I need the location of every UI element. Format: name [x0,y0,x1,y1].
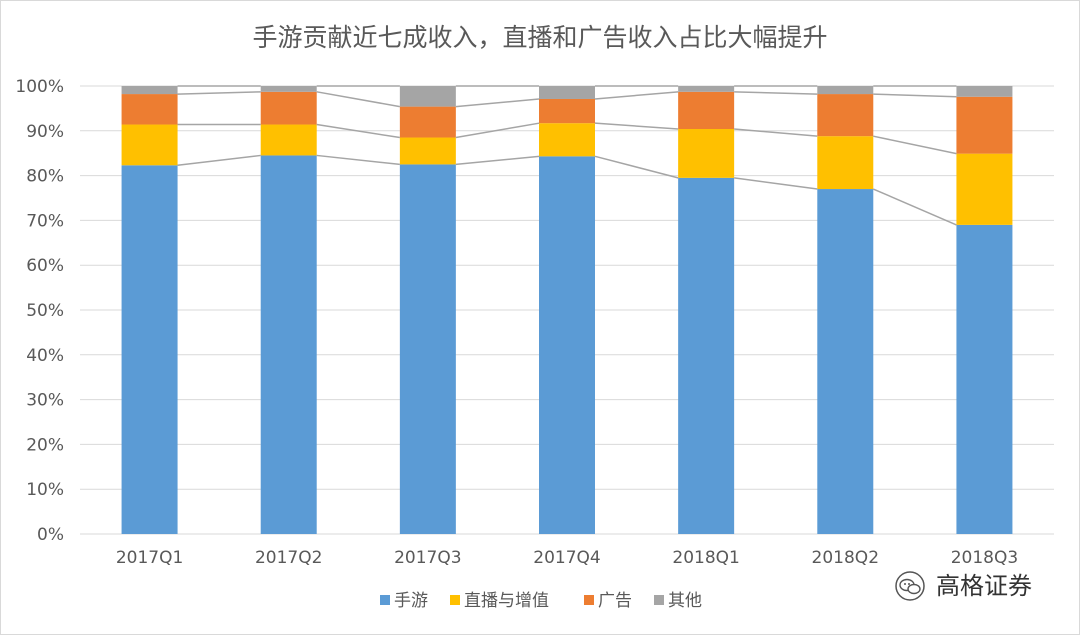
watermark: 高格证券 [895,571,1032,601]
bar-segment [817,94,874,137]
legend-label: 直播与增值 [464,591,549,611]
series-line [455,155,540,166]
legend-swatch [450,595,460,605]
bar-segment [817,189,874,535]
x-tick-label: 2018Q2 [812,548,879,568]
x-axis-ticks: 2017Q1 2017Q2 2017Q3 2017Q4 2018Q1 2018Q2 2018… [116,548,1018,568]
bar-segment [121,94,178,125]
bar-segment [539,156,595,534]
y-tick-label: 20% [26,435,64,455]
x-tick-label: 2018Q3 [951,548,1018,568]
bar-segment [678,86,735,92]
legend-swatch [654,595,664,605]
y-tick-label: 30% [26,391,64,411]
y-tick-label: 40% [26,346,64,366]
legend-label: 广告 [598,591,632,611]
legend-swatch [380,595,390,605]
bar-segment [678,177,735,534]
series-line [594,122,679,130]
y-tick-label: 10% [26,480,64,500]
series-line [177,91,261,95]
bar-segment [399,86,456,107]
bar-segment [121,86,178,95]
series-lines [177,85,957,226]
x-tick-label: 2017Q3 [394,548,461,568]
bar-segment [260,86,317,92]
series-line [873,93,957,98]
bar-segment [260,124,317,156]
series-line [734,177,818,190]
legend-swatch [584,595,594,605]
y-tick-label: 100% [15,77,64,97]
bar-segment [539,86,595,99]
bar-segment [956,224,1013,534]
series-line [316,91,400,108]
series-line [177,154,261,167]
legend-label: 手游 [394,591,428,611]
y-axis-ticks: 0% 10% 20% 30% 40% 50% 60% 70% 80% 90% 100% [15,77,64,545]
series-line [316,154,400,166]
series-line [455,98,540,108]
bar-segment [539,123,595,157]
y-tick-label: 50% [26,301,64,321]
legend: 手游 直播与增值 广告 其他 [380,591,702,611]
series-line [594,155,679,179]
bar-segment [956,153,1013,225]
bar-segment [539,98,595,124]
watermark-text: 高格证券 [936,572,1032,600]
bar-segment [678,91,735,130]
bar-segment [260,91,317,125]
series-line [872,188,957,226]
y-tick-label: 60% [26,256,64,276]
y-tick-label: 80% [26,167,64,187]
series-line [316,123,400,139]
wechat-icon [895,571,925,601]
x-tick-label: 2017Q4 [533,548,600,568]
series-line [734,128,818,137]
bar-segment [399,137,456,165]
x-tick-label: 2017Q1 [116,548,183,568]
y-tick-label: 70% [26,211,64,231]
bar-segment [121,124,178,166]
bar-segment [817,136,874,190]
bars [121,86,1013,535]
bar-segment [121,165,178,534]
series-line [873,135,957,155]
x-tick-label: 2018Q1 [672,548,739,568]
series-line [734,91,818,95]
chart-title: 手游贡献近七成收入，直播和广告收入占比大幅提升 [252,23,827,52]
y-tick-label: 90% [26,122,64,142]
bar-segment [956,96,1013,154]
y-tick-label: 0% [37,525,64,545]
bar-segment [399,106,456,138]
legend-label: 其他 [668,591,702,611]
bar-segment [399,164,456,534]
x-tick-label: 2017Q2 [255,548,322,568]
series-line [594,91,679,100]
bar-segment [956,86,1013,97]
bar-segment [678,129,735,178]
bar-segment [260,155,317,534]
bar-segment [817,86,874,95]
series-line [455,122,540,139]
